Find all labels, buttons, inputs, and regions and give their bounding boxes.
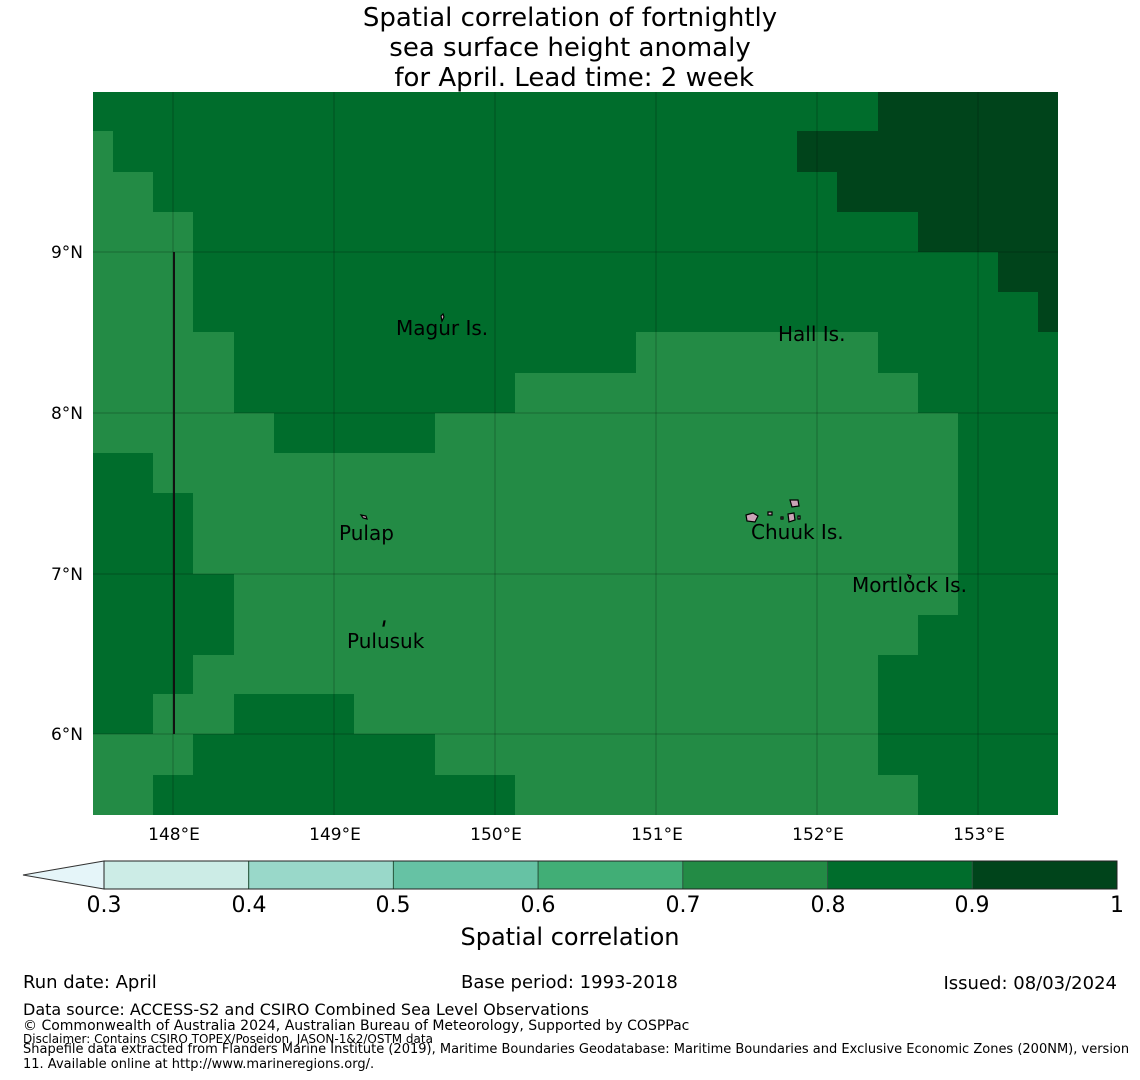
colorbar-tick: 1 bbox=[1110, 893, 1124, 918]
copyright-note: © Commonwealth of Australia 2024, Austra… bbox=[23, 1018, 690, 1034]
x-axis: 148°E 149°E 150°E 151°E 152°E 153°E bbox=[148, 825, 1005, 845]
colorbar-extend-arrow bbox=[22, 860, 105, 890]
island-mortlock bbox=[906, 573, 912, 581]
title-line: Spatial correlation of fortnightly bbox=[362, 3, 778, 33]
map-title: Spatial correlation of fortnightly sea s… bbox=[0, 3, 1140, 93]
island-chuuk-1 bbox=[789, 499, 800, 508]
place-label-hall: Hall Is. bbox=[778, 322, 845, 346]
graticule bbox=[93, 92, 1058, 815]
place-label-chuuk: Chuuk Is. bbox=[751, 520, 844, 544]
colorbar-tick: 0.5 bbox=[376, 893, 411, 918]
issued-date: Issued: 08/03/2024 bbox=[943, 973, 1117, 994]
correlation-region-highest bbox=[797, 92, 1058, 332]
colorbar-frame bbox=[103, 860, 1118, 890]
colorbar-bin bbox=[103, 860, 250, 890]
y-tick-label: 8°N bbox=[51, 404, 83, 424]
colorbar-tick: 0.6 bbox=[521, 893, 556, 918]
colorbar-bin bbox=[971, 860, 1118, 890]
base-period: Base period: 1993-2018 bbox=[461, 972, 678, 993]
correlation-region-high bbox=[93, 92, 1058, 815]
island-chuuk-6 bbox=[797, 515, 801, 520]
colorbar-bin bbox=[392, 860, 539, 890]
y-tick-label: 9°N bbox=[51, 243, 83, 263]
y-tick-label: 7°N bbox=[51, 565, 83, 585]
correlation-region-west bbox=[93, 453, 234, 734]
colorbar-bins bbox=[103, 860, 1118, 890]
colorbar-tick: 0.9 bbox=[955, 893, 990, 918]
colorbar-tick: 0.7 bbox=[666, 893, 701, 918]
run-date: Run date: April bbox=[23, 972, 157, 993]
place-label-pulap: Pulap bbox=[339, 521, 394, 545]
colorbar: 0.3 0.4 0.5 0.6 0.7 0.8 0.9 1 Spatial co… bbox=[22, 860, 1124, 951]
place-label-magur: Magur Is. bbox=[396, 316, 488, 340]
title-line: for April. Lead time: 2 week bbox=[386, 63, 754, 93]
disclaimer-note: Disclaimer: Contains CSIRO TOPEX/Poseido… bbox=[23, 1032, 433, 1046]
island-chuuk-2 bbox=[745, 512, 759, 523]
y-tick-label: 6°N bbox=[51, 725, 83, 745]
correlation-region-south bbox=[153, 694, 515, 815]
place-label-pulusuk: Pulusuk bbox=[347, 629, 425, 653]
colorbar-tick: 0.3 bbox=[87, 893, 122, 918]
x-tick-label: 152°E bbox=[792, 825, 844, 845]
title-line: sea surface height anomaly bbox=[389, 33, 751, 63]
island-magur bbox=[440, 312, 445, 323]
place-label-mortlock: Mortlock Is. bbox=[852, 573, 967, 597]
colorbar-bin bbox=[827, 860, 973, 890]
island-pulap bbox=[359, 514, 368, 520]
colorbar-label: Spatial correlation bbox=[460, 923, 679, 951]
island-chuuk-4 bbox=[787, 512, 796, 523]
island-shapes bbox=[359, 312, 912, 627]
x-tick-label: 148°E bbox=[148, 825, 200, 845]
island-chuuk-3 bbox=[767, 511, 773, 516]
place-labels: Magur Is. Hall Is. Pulap Chuuk Is. Mortl… bbox=[339, 316, 967, 653]
colorbar-tick: 0.4 bbox=[232, 893, 267, 918]
colorbar-bin bbox=[682, 860, 829, 890]
x-tick-label: 153°E bbox=[953, 825, 1005, 845]
colorbar-bin bbox=[537, 860, 684, 890]
colorbar-bin bbox=[248, 860, 394, 890]
colorbar-tick: 0.8 bbox=[811, 893, 846, 918]
shapefile-note: Shapefile data extracted from Flanders M… bbox=[23, 1042, 1130, 1072]
x-tick-label: 149°E bbox=[309, 825, 361, 845]
correlation-grid bbox=[93, 92, 1058, 815]
data-source: Data source: ACCESS-S2 and CSIRO Combine… bbox=[23, 1000, 589, 1019]
island-pulusuk bbox=[382, 620, 386, 627]
y-axis: 9°N 8°N 7°N 6°N bbox=[51, 243, 83, 745]
island-chuuk-5 bbox=[780, 516, 784, 520]
x-tick-label: 150°E bbox=[470, 825, 522, 845]
x-tick-label: 151°E bbox=[631, 825, 683, 845]
